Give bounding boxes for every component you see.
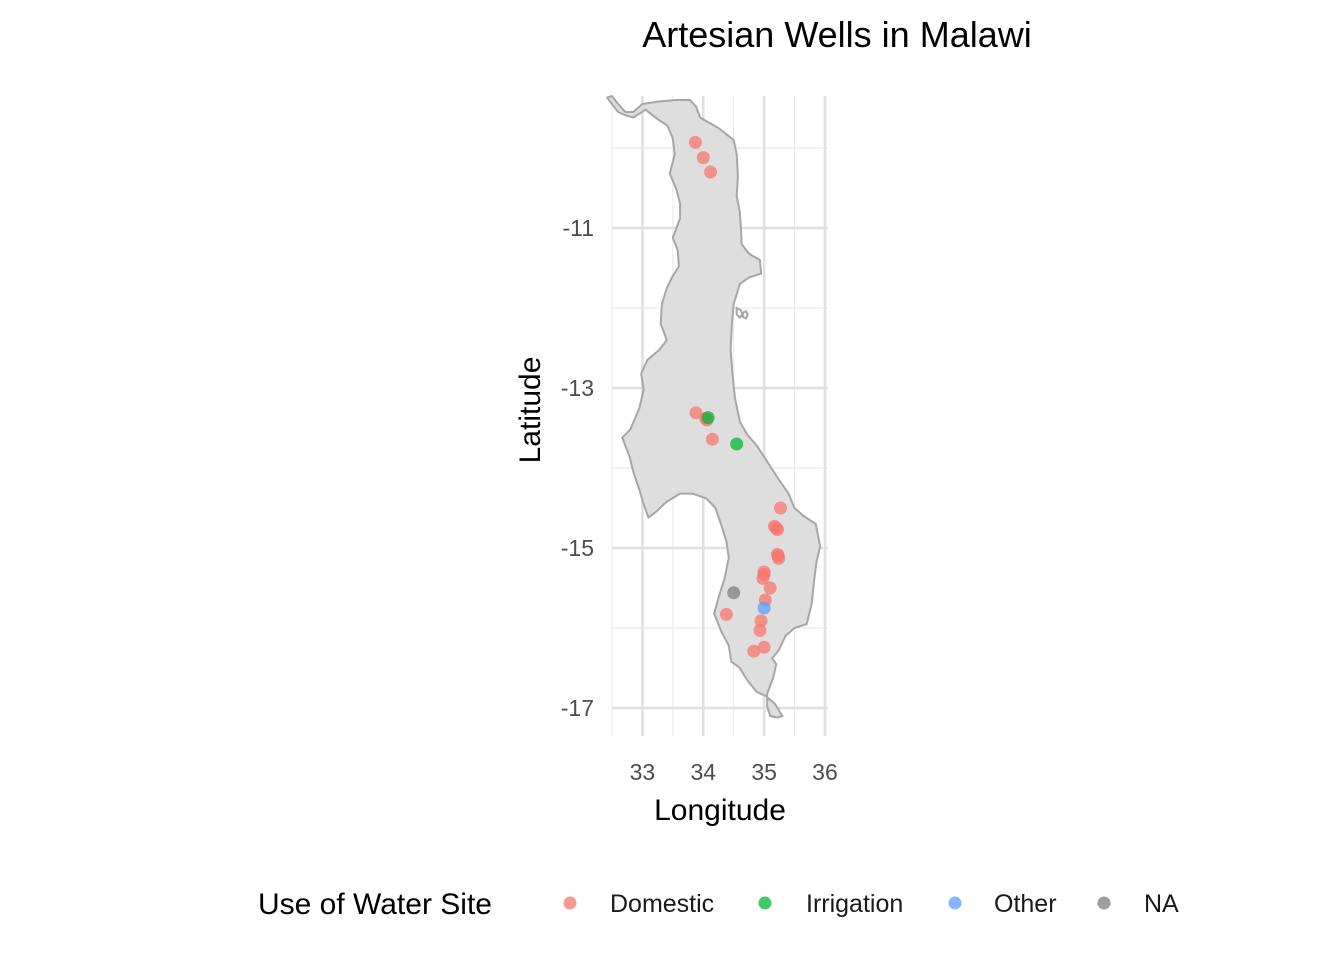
legend-key-na bbox=[1097, 896, 1111, 910]
y-tick-label: -13 bbox=[561, 375, 594, 401]
data-point-other bbox=[757, 601, 771, 615]
plot-panel: 33 34 35 36 -11 -13 -15 -17 bbox=[561, 95, 838, 785]
x-tick-label: 36 bbox=[812, 759, 838, 785]
y-tick-label: -15 bbox=[561, 535, 594, 561]
data-point-domestic bbox=[689, 406, 703, 420]
data-point-domestic bbox=[719, 607, 733, 621]
legend-title: Use of Water Site bbox=[258, 888, 492, 921]
legend-label-other: Other bbox=[994, 890, 1057, 918]
x-tick-label: 35 bbox=[751, 759, 777, 785]
legend-label-domestic: Domestic bbox=[610, 890, 714, 918]
island-outline bbox=[741, 309, 749, 320]
legend-label-irrigation: Irrigation bbox=[806, 890, 903, 918]
data-point-domestic bbox=[753, 623, 767, 637]
y-tick-label: -11 bbox=[562, 215, 594, 241]
data-point-domestic bbox=[757, 640, 771, 654]
x-tick-label: 34 bbox=[690, 759, 716, 785]
data-point-domestic bbox=[688, 135, 702, 149]
legend-key-other bbox=[948, 896, 962, 910]
country-outline bbox=[606, 95, 822, 719]
chart-title: Artesian Wells in Malawi bbox=[642, 14, 1031, 55]
data-point-domestic bbox=[763, 581, 777, 595]
legend: Use of Water Site Domestic Irrigation Othe… bbox=[258, 888, 1179, 921]
data-point-na bbox=[727, 586, 741, 600]
data-point-domestic bbox=[756, 571, 770, 585]
data-point-irrigation bbox=[701, 411, 715, 425]
y-axis-title: Latitude bbox=[514, 357, 547, 464]
data-point-irrigation bbox=[730, 437, 744, 451]
data-point-domestic bbox=[754, 614, 768, 628]
data-point-domestic bbox=[774, 501, 787, 515]
data-point-domestic bbox=[704, 165, 718, 179]
data-point-domestic bbox=[696, 151, 710, 165]
legend-label-na: NA bbox=[1144, 890, 1179, 918]
legend-key-irrigation bbox=[758, 896, 772, 910]
data-point-domestic bbox=[705, 432, 719, 446]
data-point-domestic bbox=[769, 521, 783, 535]
island-outline bbox=[735, 306, 744, 320]
legend-key-domestic bbox=[563, 896, 577, 910]
y-tick-label: -17 bbox=[561, 695, 594, 721]
data-point-domestic bbox=[771, 549, 785, 563]
x-axis-title: Longitude bbox=[654, 794, 786, 827]
x-tick-label: 33 bbox=[630, 759, 656, 785]
data-point-domestic bbox=[747, 644, 761, 658]
